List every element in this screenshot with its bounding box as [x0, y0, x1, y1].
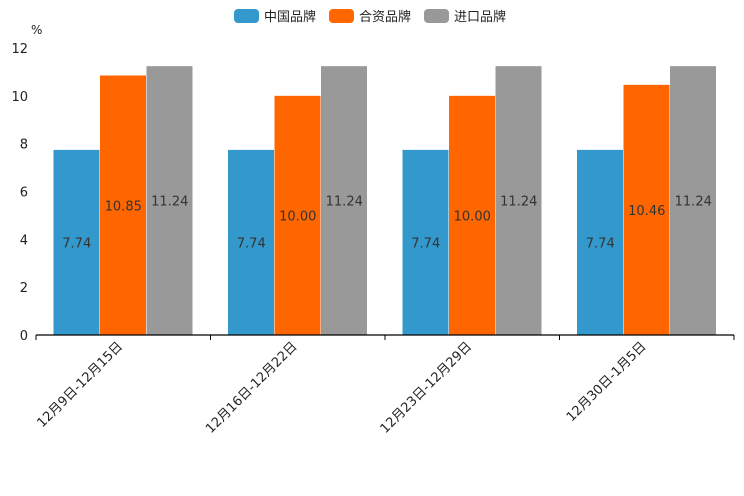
- legend-swatch: [329, 9, 354, 23]
- y-tick-label: 0: [20, 329, 28, 344]
- data-label: 10.85: [105, 199, 142, 214]
- x-tick-label: 12月23日-12月29日: [378, 339, 475, 436]
- data-label: 10.46: [628, 204, 665, 219]
- bar-3-1: [146, 66, 193, 335]
- y-tick-label: 12: [11, 42, 28, 57]
- legend-swatch: [234, 9, 259, 23]
- bar-3-3: [495, 66, 542, 335]
- bar-1-1: [53, 149, 100, 335]
- legend: 中国品牌 合资品牌 进口品牌: [234, 9, 506, 25]
- x-tick-label: 12月16日-12月22日: [203, 339, 300, 436]
- data-label: 7.74: [586, 236, 615, 251]
- legend-label: 进口品牌: [454, 9, 506, 25]
- bar-1-4: [577, 149, 623, 335]
- data-label: 10.00: [279, 209, 316, 224]
- data-label: 11.24: [151, 195, 188, 210]
- legend-label: 中国品牌: [264, 9, 316, 25]
- y-axis: 0 2 4 6 8 10 12: [11, 42, 28, 344]
- bars: 7.74 10.85 11.24 7.74 10.00 11.24 7.74 10.00 11.…: [53, 66, 716, 336]
- bar-1-3: [402, 149, 449, 335]
- y-axis-unit-label: %: [31, 23, 42, 37]
- x-axis: 12月9日-12月15日 12月16日-12月22日 12月23日-12月29日 12…: [34, 334, 735, 437]
- x-tick-label: 12月9日-12月15日: [34, 339, 126, 431]
- data-label: 11.24: [326, 195, 363, 210]
- bar-2-4: [623, 84, 670, 335]
- y-tick-label: 8: [20, 138, 28, 153]
- y-tick-label: 6: [20, 186, 28, 201]
- bar-2-2: [274, 95, 321, 335]
- y-tick-label: 10: [11, 90, 28, 105]
- bar-3-4: [670, 66, 716, 335]
- data-label: 10.00: [454, 209, 491, 224]
- legend-swatch: [424, 9, 449, 23]
- bar-2-1: [100, 75, 146, 336]
- y-tick-label: 2: [20, 281, 28, 296]
- legend-item[interactable]: 中国品牌: [234, 9, 316, 25]
- data-label: 7.74: [62, 236, 91, 251]
- legend-item[interactable]: 进口品牌: [424, 9, 506, 25]
- data-label: 7.74: [411, 236, 440, 251]
- legend-label: 合资品牌: [359, 9, 411, 25]
- legend-item[interactable]: 合资品牌: [329, 9, 411, 25]
- bar-1-2: [228, 149, 274, 335]
- y-tick-label: 4: [20, 233, 28, 248]
- bar-2-3: [449, 95, 495, 335]
- data-label: 11.24: [500, 195, 537, 210]
- data-label: 11.24: [675, 195, 712, 210]
- bar-3-2: [321, 66, 367, 335]
- x-tick-label: 12月30日-1月5日: [564, 339, 650, 425]
- data-label: 7.74: [237, 236, 266, 251]
